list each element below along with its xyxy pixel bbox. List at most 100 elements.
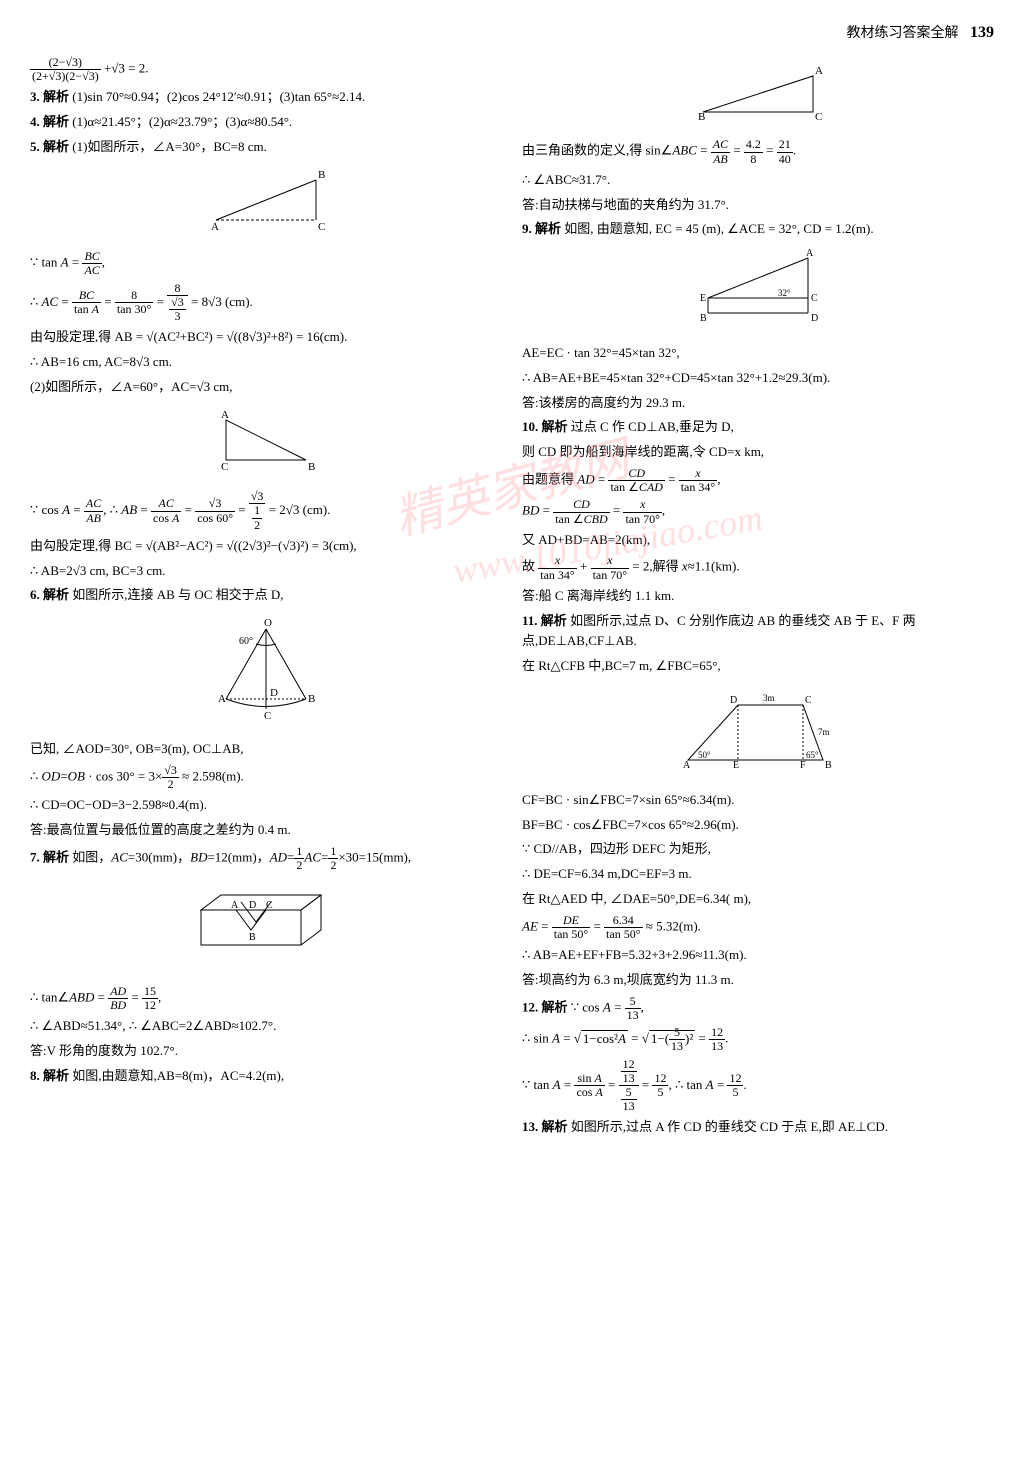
svg-text:C: C [811,293,818,304]
q6-od: ∴ OD=OB · cos 30° = 3×√32 ≈ 2.598(m). [30,764,502,791]
q10-answer: 答:船 C 离海岸线约 1.1 km. [522,586,994,607]
q9-intro: 如图, 由题意知, EC = 45 (m), ∠ACE = 32°, CD = … [564,221,873,236]
q10-bd: BD = CDtan ∠CBD = xtan 70°, [522,498,994,525]
svg-text:32°: 32° [778,288,791,298]
q9: 9. 解析 如图, 由题意知, EC = 45 (m), ∠ACE = 32°,… [522,219,994,240]
q3: 3. 解析 (1)sin 70°≈0.94；(2)cos 24°12′≈0.91… [30,87,502,108]
q5-part1: (1)如图所示，∠A=30°，BC=8 cm. [72,139,267,154]
svg-text:B: B [308,461,315,473]
figure-6: O 60° A B C D [30,614,502,731]
q5-cos: ∵ cos A = ACAB, ∴ AB = ACcos A = √3cos 6… [30,490,502,532]
q12-num: 12. [522,999,538,1014]
figure-5-2: A C B [30,405,502,482]
q5-bc: 由勾股定理,得 BC = √(AB²−AC²) = √((2√3)²−(√3)²… [30,536,502,557]
right-column: B C A 由三角函数的定义,得 sin∠ABC = ACAB = 4.28 =… [522,56,994,1143]
q8-num: 8. [30,1068,40,1083]
svg-text:B: B [825,760,832,771]
svg-text:D: D [270,687,278,699]
svg-text:65°: 65° [806,750,819,760]
q6-cd: ∴ CD=OC−OD=3−2.598≈0.4(m). [30,795,502,816]
q4-text: (1)α≈21.45°；(2)α≈23.79°；(3)α≈80.54°. [72,114,292,129]
q10-label: 解析 [542,419,568,434]
q11-num: 11. [522,613,538,628]
page-number: 139 [970,24,994,41]
q10-sum: 又 AD+BD=AB=2(km), [522,530,994,551]
q6-answer: 答:最高位置与最低位置的高度之差约为 0.4 m. [30,820,502,841]
q8-angle: ∴ ∠ABC≈31.7°. [522,170,994,191]
q10-solve: 故 xtan 34° + xtan 70° = 2,解得 x≈1.1(km). [522,554,994,581]
svg-text:A: A [231,900,239,911]
svg-text:A: A [211,221,219,233]
q6-num: 6. [30,587,40,602]
svg-text:3m: 3m [763,693,775,703]
q5-tan: ∵ tan A = BCAC, [30,250,502,277]
q4-num: 4. [30,114,40,129]
svg-text:C: C [221,461,228,473]
svg-text:C: C [266,900,273,911]
svg-text:E: E [733,760,739,771]
svg-text:60°: 60° [239,636,253,647]
q12-label: 解析 [542,999,568,1014]
q8-sin: 由三角函数的定义,得 sin∠ABC = ACAB = 4.28 = 2140. [522,138,994,165]
figure-7: A D C B [30,880,502,977]
q7-answer: 答:V 形角的度数为 102.7°. [30,1041,502,1062]
q5-part2: (2)如图所示，∠A=60°，AC=√3 cm, [30,377,502,398]
svg-text:C: C [318,221,325,233]
q10-num: 10. [522,419,538,434]
svg-text:B: B [249,932,256,943]
q12-tan: ∵ tan A = sin Acos A = 1213513 = 125, ∴ … [522,1058,994,1114]
q7-num: 7. [30,849,40,864]
q9-label: 解析 [535,221,561,236]
svg-text:B: B [700,313,707,324]
svg-text:A: A [218,693,226,705]
q6: 6. 解析 如图所示,连接 AB 与 OC 相交于点 D, [30,585,502,606]
q7-label: 解析 [43,849,69,864]
q13-label: 解析 [542,1119,568,1134]
q6-label: 解析 [43,587,69,602]
figure-5-1: A B C [30,165,502,242]
q10-intro: 过点 C 作 CD⊥AB,垂足为 D, [571,419,734,434]
svg-text:C: C [805,695,812,706]
svg-text:B: B [318,169,325,181]
svg-text:A: A [815,65,823,77]
left-column: (2−√3)(2+√3)(2−√3) +√3 = 2. 3. 解析 (1)sin… [30,56,502,1143]
svg-text:7m: 7m [818,727,830,737]
q12-sin: ∴ sin A = √1−cos²A = √1−(513)² = 1213. [522,1026,994,1053]
q10-cd: 则 CD 即为船到海岸线的距离,令 CD=x km, [522,442,994,463]
figure-9: E B C D A 32° [522,248,994,335]
q5-concl2: ∴ AB=2√3 cm, BC=3 cm. [30,561,502,582]
q10-ad: 由题意得 AD = CDtan ∠CAD = xtan 34°, [522,467,994,494]
svg-text:A: A [221,409,229,421]
svg-text:C: C [264,710,271,722]
q9-answer: 答:该楼房的高度约为 29.3 m. [522,393,994,414]
svg-text:E: E [700,293,706,304]
q4-label: 解析 [43,114,69,129]
q12: 12. 解析 ∵ cos A = 513, [522,995,994,1022]
frac-expression: (2−√3)(2+√3)(2−√3) +√3 = 2. [30,56,502,83]
svg-text:B: B [308,693,315,705]
q11-rect: ∵ CD//AB，四边形 DEFC 为矩形, [522,839,994,860]
q5-ab: 由勾股定理,得 AB = √(AC²+BC²) = √((8√3)²+8²) =… [30,327,502,348]
svg-text:B: B [698,111,705,123]
figure-11: A B C D E F 50° 65° 3m 7m [522,685,994,782]
q11-answer: 答:坝高约为 6.3 m,坝底宽约为 11.3 m. [522,970,994,991]
q11-bf: BF=BC · cos∠FBC=7×cos 65°≈2.96(m). [522,815,994,836]
q3-label: 解析 [43,89,69,104]
q7: 7. 解析 如图，AC=30(mm)，BD=12(mm)，AD=12AC=12×… [30,845,502,872]
q9-ae: AE=EC · tan 32°=45×tan 32°, [522,343,994,364]
q13: 13. 解析 如图所示,过点 A 作 CD 的垂线交 CD 于点 E,即 AE⊥… [522,1117,994,1138]
q7-angle: ∴ ∠ABD≈51.34°, ∴ ∠ABC=2∠ABD≈102.7°. [30,1016,502,1037]
q11-de: ∴ DE=CF=6.34 m,DC=EF=3 m. [522,864,994,885]
q8-text: 如图,由题意知,AB=8(m)，AC=4.2(m), [72,1068,284,1083]
q9-num: 9. [522,221,532,236]
q5-label: 解析 [43,139,69,154]
q11-ab: ∴ AB=AE+EF+FB=5.32+3+2.96≈11.3(m). [522,945,994,966]
q8-label: 解析 [43,1068,69,1083]
figure-8-triangle: B C A [522,64,994,131]
q5: 5. 解析 (1)如图所示，∠A=30°，BC=8 cm. [30,137,502,158]
q11-intro: 如图所示,过点 D、C 分别作底边 AB 的垂线交 AB 于 E、F 两点,DE… [522,613,916,649]
svg-text:A: A [806,248,814,259]
svg-text:D: D [249,900,256,911]
q3-text: (1)sin 70°≈0.94；(2)cos 24°12′≈0.91；(3)ta… [72,89,365,104]
q5-ac: ∴ AC = BCtan A = 8tan 30° = 8√33 = 8√3 (… [30,282,502,324]
